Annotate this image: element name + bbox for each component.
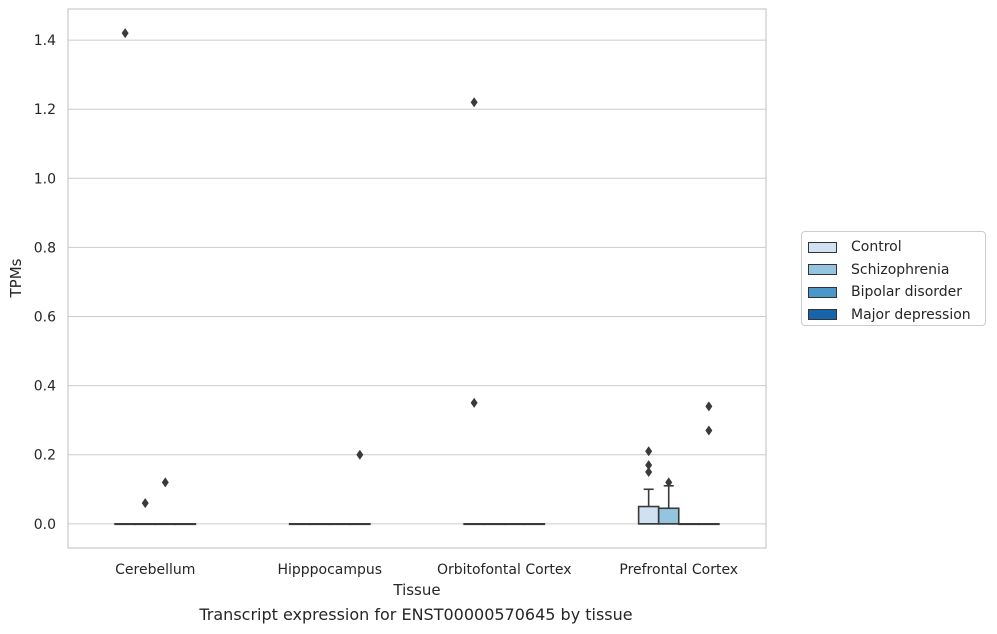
y-tick-label: 1.4 (34, 33, 56, 49)
y-tick-label: 0.6 (34, 310, 56, 326)
box (349, 449, 371, 526)
outlier-point (665, 477, 673, 488)
y-tick-label: 1.2 (34, 102, 56, 118)
box (483, 523, 506, 526)
box-body (637, 505, 660, 525)
y-tick-label: 0.2 (34, 448, 56, 464)
legend-item: Bipolar disorder (808, 281, 979, 304)
legend-label: Bipolar disorder (851, 284, 963, 301)
box (134, 498, 157, 526)
box (503, 523, 526, 526)
box-body (657, 507, 680, 525)
outlier-point (356, 449, 364, 460)
outlier-point (161, 477, 169, 488)
legend-label: Control (851, 239, 902, 256)
box (308, 523, 331, 526)
outlier-point (645, 446, 653, 457)
outlier-point (121, 28, 129, 39)
box (657, 477, 680, 525)
plot-frame (67, 8, 767, 549)
legend: Control Schizophrenia Bipolar disorder Majo… (801, 231, 986, 326)
outlier-point (141, 498, 149, 509)
legend-label: Major depression (851, 306, 971, 323)
y-axis-label: TPMs (7, 258, 25, 298)
y-tick-label: 1.0 (34, 171, 56, 187)
legend-swatch (808, 241, 837, 253)
grid-lines (68, 39, 766, 525)
box (523, 523, 546, 526)
legend-swatch (808, 286, 837, 298)
box (463, 97, 485, 526)
legend-item: Control (808, 236, 979, 259)
outlier-point (470, 397, 478, 408)
outlier-point (470, 97, 478, 108)
y-tick-label: 0.0 (34, 517, 56, 533)
legend-swatch (808, 264, 837, 276)
outlier-point (705, 401, 713, 412)
x-tick-label: Orbitofontal Cortex (437, 562, 572, 578)
box-series (114, 28, 720, 526)
legend-label: Schizophrenia (851, 261, 950, 278)
x-axis-label: Tissue (392, 581, 440, 599)
outlier-point (645, 466, 653, 477)
x-tick-label: Cerebellum (115, 562, 195, 578)
box (174, 523, 197, 526)
y-tick-label: 0.8 (34, 240, 56, 256)
plot-border (67, 8, 767, 549)
legend-swatch (808, 309, 837, 321)
x-tick-label: Hipppocampus (277, 562, 382, 578)
y-tick-label: 0.4 (34, 379, 56, 395)
box (637, 446, 660, 525)
x-tick-label: Prefrontal Cortex (619, 562, 738, 578)
legend-item: Schizophrenia (808, 259, 979, 282)
y-tick-labels: 0.0 0.2 0.4 0.6 0.8 1.0 1.2 1.4 (34, 33, 56, 533)
outlier-point (645, 460, 653, 471)
box (288, 523, 311, 526)
box (328, 523, 351, 526)
box (698, 401, 720, 526)
box (114, 28, 136, 526)
box (154, 477, 177, 526)
outlier-point (705, 425, 713, 436)
x-tick-labels: Cerebellum Hipppocampus Orbitofontal Corte… (115, 562, 738, 578)
box (677, 523, 700, 526)
figure-caption: Transcript expression for ENST0000057064… (199, 605, 633, 624)
legend-item: Major depression (808, 304, 979, 327)
